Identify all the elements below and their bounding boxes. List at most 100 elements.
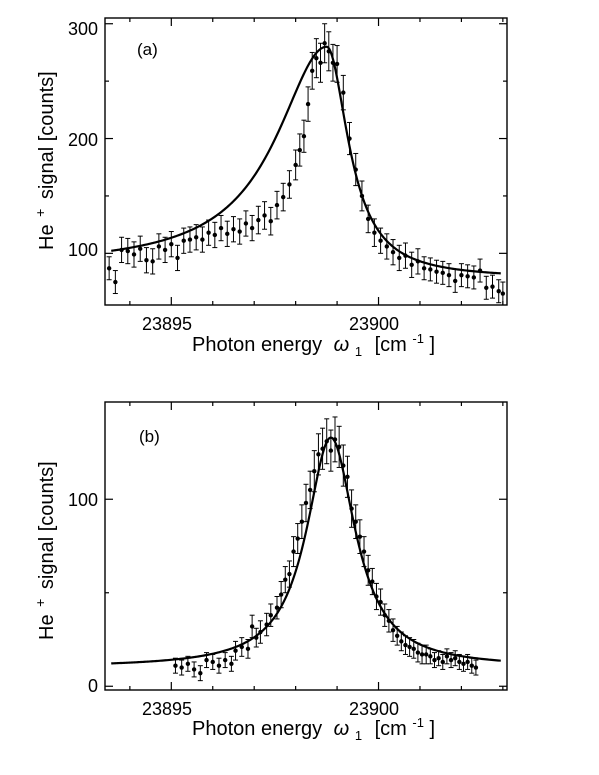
panel-b-x-tick-23900: 23900 — [349, 699, 399, 719]
b-data-point — [460, 655, 466, 672]
data-marker — [249, 624, 255, 629]
b-data-point — [239, 637, 245, 657]
data-marker — [175, 255, 180, 261]
data-marker — [382, 612, 387, 618]
a-data-point — [199, 226, 205, 253]
b-data-point — [228, 655, 234, 672]
b-data-point — [353, 504, 359, 540]
a-data-point — [143, 247, 149, 274]
a-data-point — [359, 180, 365, 212]
b-data-point — [328, 429, 334, 472]
panel-b-data-points — [172, 416, 479, 682]
data-marker — [403, 642, 408, 648]
data-marker — [353, 167, 358, 172]
data-marker — [322, 41, 327, 46]
data-marker — [191, 667, 197, 672]
b-data-point — [431, 652, 437, 669]
a-data-point — [334, 45, 340, 83]
a-data-point — [301, 119, 307, 153]
data-marker — [222, 657, 228, 663]
b-data-point — [394, 625, 400, 646]
data-marker — [291, 549, 296, 554]
data-marker — [444, 654, 450, 659]
data-marker — [144, 258, 149, 263]
a-data-point — [137, 235, 143, 262]
data-marker — [113, 279, 118, 285]
data-marker — [204, 657, 209, 663]
data-marker — [258, 629, 263, 635]
a-data-point — [415, 248, 421, 275]
b-data-point — [264, 612, 270, 637]
data-marker — [173, 663, 178, 668]
a-data-point — [465, 264, 471, 289]
data-marker — [345, 474, 350, 480]
data-marker — [446, 272, 452, 278]
b-data-point — [427, 648, 433, 665]
data-marker — [423, 652, 429, 657]
a-data-point — [224, 220, 230, 247]
b-data-point — [274, 595, 280, 620]
data-marker — [179, 665, 184, 670]
data-marker — [274, 202, 280, 208]
a-data-point — [293, 149, 299, 181]
a-data-point — [168, 231, 174, 258]
a-data-point — [500, 281, 506, 306]
b-data-point — [365, 554, 371, 586]
data-marker — [299, 519, 305, 524]
data-marker — [409, 262, 414, 268]
b-data-point — [332, 416, 338, 463]
data-marker — [198, 670, 203, 676]
a-data-point — [471, 265, 477, 290]
b-data-point — [469, 657, 475, 674]
x-title-unit-close: ] — [430, 334, 436, 356]
data-marker — [119, 247, 124, 253]
a-data-point — [434, 259, 440, 284]
data-marker — [349, 506, 354, 511]
a-data-point — [322, 23, 328, 64]
panel-a-ticks — [105, 18, 507, 305]
data-marker — [287, 571, 292, 577]
b-data-point — [320, 427, 326, 470]
panel-a-chart: (a) 300 200 100 23895 23900 Photon energ… — [32, 17, 508, 359]
data-marker — [245, 646, 251, 652]
a-fit-line — [111, 45, 501, 275]
a-data-point — [119, 236, 125, 264]
data-marker — [264, 622, 269, 627]
data-marker — [305, 101, 311, 107]
b-data-point — [415, 642, 421, 663]
data-marker — [254, 635, 259, 640]
a-data-point — [268, 206, 274, 236]
a-data-point — [175, 244, 181, 272]
data-marker — [281, 194, 286, 200]
a-data-point — [181, 227, 187, 254]
a-data-point — [262, 201, 268, 230]
data-marker — [484, 285, 489, 290]
b-data-point — [311, 450, 317, 493]
data-marker — [432, 657, 437, 663]
data-marker — [200, 237, 205, 242]
b-data-point — [315, 433, 321, 476]
data-marker — [459, 272, 464, 278]
a-data-point — [483, 275, 489, 300]
data-marker — [384, 244, 390, 249]
data-marker — [326, 49, 331, 54]
data-marker — [353, 519, 358, 524]
data-marker — [237, 229, 242, 234]
data-marker — [181, 238, 186, 243]
data-marker — [330, 60, 336, 65]
data-marker — [397, 255, 402, 261]
b-data-point — [448, 652, 454, 669]
data-marker — [303, 500, 309, 506]
data-marker — [452, 656, 458, 661]
data-marker — [268, 218, 273, 224]
b-data-point — [361, 536, 367, 568]
a-data-point — [396, 244, 402, 272]
data-marker — [386, 618, 392, 624]
b-data-point — [249, 614, 255, 639]
data-marker — [428, 654, 433, 659]
data-marker — [239, 644, 244, 650]
b-data-point — [411, 639, 417, 659]
y-title-he: He — [36, 224, 58, 250]
a-data-point — [230, 216, 236, 243]
a-data-point — [218, 214, 224, 242]
